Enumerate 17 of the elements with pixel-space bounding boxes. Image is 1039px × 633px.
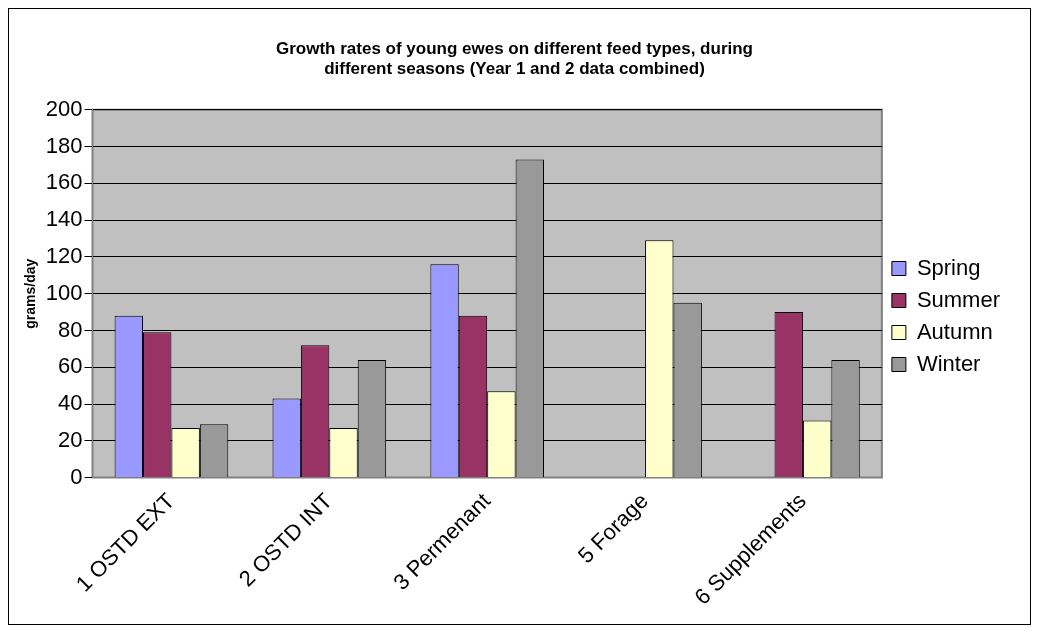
y-tick-label: 100	[45, 279, 83, 305]
y-tick-label: 20	[58, 426, 83, 452]
legend-label: Spring	[916, 254, 981, 280]
y-tick-label: 200	[45, 95, 83, 121]
y-tick-label: 0	[70, 463, 83, 489]
y-tick-label: 160	[45, 169, 83, 195]
y-tick-label: 120	[45, 242, 83, 268]
y-tick-label: 60	[58, 353, 83, 379]
legend-label: Winter	[916, 350, 981, 376]
y-tick-label: 80	[58, 316, 83, 342]
y-axis-title: grams/day	[22, 258, 39, 329]
legend-label: Summer	[916, 286, 1000, 312]
legend-label: Autumn	[916, 318, 993, 344]
y-tick-label: 40	[58, 390, 83, 416]
chart-title: Growth rates of young ewes on different feed types, during different seasons (Year 1 and 2 data combined)	[276, 38, 753, 79]
y-tick-label: 180	[45, 132, 83, 158]
y-tick-label: 140	[45, 206, 83, 232]
